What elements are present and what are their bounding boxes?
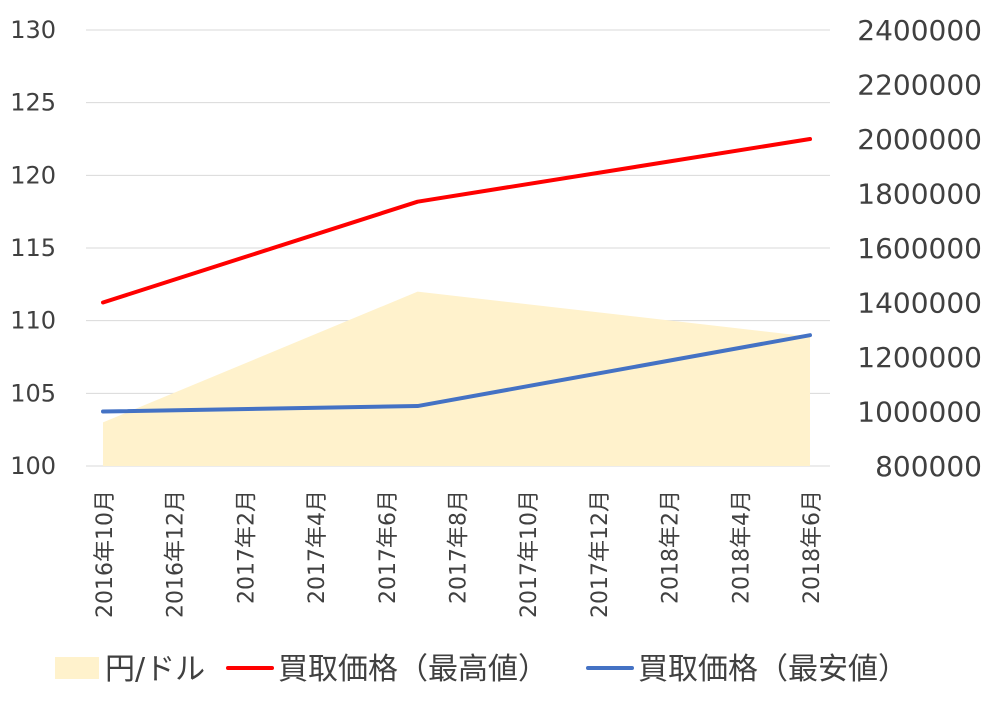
- line-series-2: [101, 333, 812, 414]
- line-series-1: [101, 137, 812, 305]
- legend: 円/ドル 買取価格（最高値） 買取価格（最安値）: [55, 652, 908, 687]
- x-tick-label: 2017年4月: [305, 490, 330, 604]
- right-tick-label: 1800000: [857, 178, 982, 211]
- x-tick-label: 2017年8月: [447, 490, 472, 604]
- area-series-layer: [103, 291, 810, 466]
- line-series-layer: [101, 137, 812, 414]
- right-axis-ticks: 800000 1000000 1200000 1400000 1600000 180000…: [857, 14, 982, 483]
- left-tick-label: 115: [10, 234, 56, 262]
- legend-swatch: [55, 657, 99, 679]
- right-tick-label: 1200000: [857, 341, 982, 374]
- left-tick-label: 110: [10, 307, 56, 335]
- x-tick-label: 2017年10月: [517, 490, 542, 618]
- left-tick-label: 130: [10, 16, 56, 44]
- right-tick-label: 2000000: [857, 123, 982, 156]
- right-tick-label: 1400000: [857, 287, 982, 320]
- legend-label: 買取価格（最高値）: [278, 652, 548, 687]
- x-tick-label: 2016年12月: [164, 490, 189, 618]
- right-tick-label: 1600000: [857, 232, 982, 265]
- x-tick-label: 2018年4月: [729, 490, 754, 604]
- x-tick-label: 2016年10月: [93, 490, 118, 618]
- x-tick-label: 2018年2月: [659, 490, 684, 604]
- left-tick-label: 125: [10, 89, 56, 117]
- right-tick-label: 1000000: [857, 396, 982, 429]
- area-series-0: [103, 291, 810, 466]
- left-axis-ticks: 100 105 110 115 120 125 130: [10, 16, 56, 480]
- x-axis-ticks: 2016年10月 2016年12月 2017年2月 2017年4月 2017年6月 201…: [93, 490, 825, 618]
- right-tick-label: 2200000: [857, 69, 982, 102]
- right-tick-label: 800000: [875, 450, 982, 483]
- x-tick-label: 2018年6月: [800, 490, 825, 604]
- left-tick-label: 120: [10, 161, 56, 189]
- right-tick-label: 2400000: [857, 14, 982, 47]
- x-tick-label: 2017年12月: [588, 490, 613, 618]
- x-tick-label: 2017年2月: [234, 490, 259, 604]
- left-tick-label: 105: [10, 379, 56, 407]
- legend-label: 買取価格（最安値）: [638, 652, 908, 687]
- legend-label: 円/ドル: [105, 652, 205, 687]
- x-tick-label: 2017年6月: [376, 490, 401, 604]
- left-tick-label: 100: [10, 452, 56, 480]
